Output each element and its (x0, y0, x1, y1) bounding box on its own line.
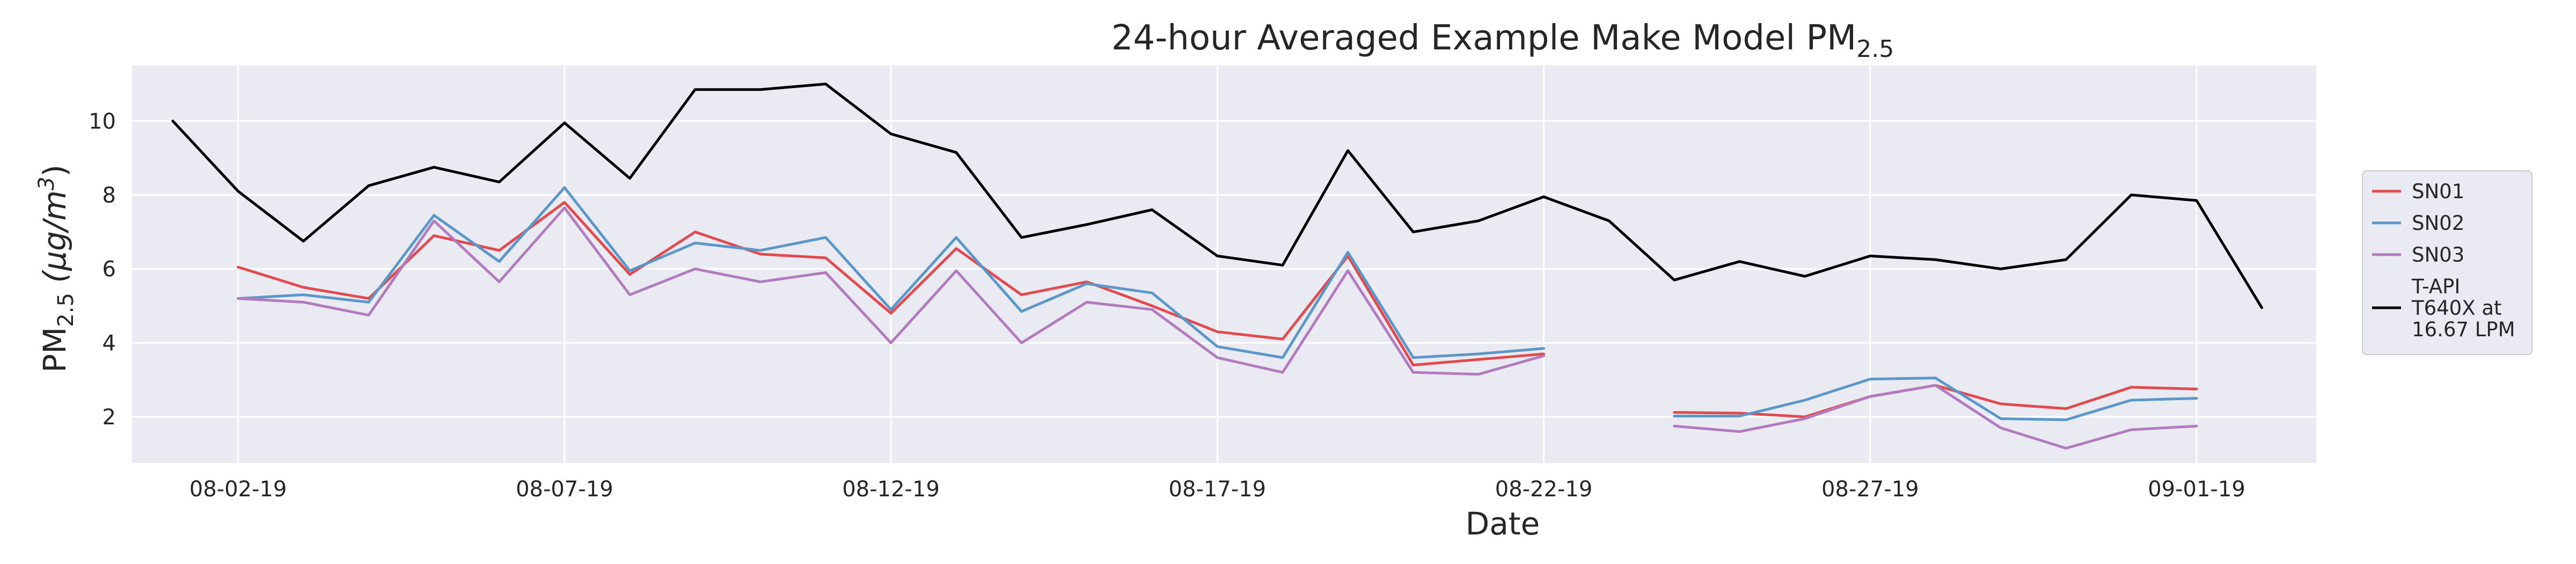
chart-title: 24-hour Averaged Example Make Model PM2.… (1111, 18, 1894, 63)
series-line-3 (171, 82, 2264, 309)
y-tick-label: 2 (103, 405, 116, 430)
y-axis-ticks: 2 4 6 8 10 (89, 109, 116, 430)
series-line-2 (237, 206, 2198, 450)
legend-entry-label: SN03 (2412, 243, 2464, 266)
y-tick-label: 10 (89, 109, 116, 134)
y-tick-label: 8 (103, 183, 116, 208)
series-lines (171, 82, 2264, 450)
x-tick-label: 08-22-19 (1495, 477, 1593, 502)
y-tick-label: 6 (103, 257, 116, 282)
x-axis-label: Date (1466, 505, 1540, 542)
series-line-1 (237, 186, 2198, 421)
x-tick-label: 08-17-19 (1169, 477, 1267, 502)
legend-entry-label: 16.67 LPM (2412, 318, 2515, 341)
legend-entry-label: SN01 (2412, 180, 2464, 203)
x-tick-label: 09-01-19 (2148, 477, 2245, 502)
x-axis-ticks: 08-02-19 08-07-19 08-12-19 08-17-19 08-22-19… (189, 477, 2245, 502)
plot-background (132, 66, 2316, 463)
x-tick-label: 08-02-19 (189, 477, 287, 502)
legend-entry-label: T-API (2411, 275, 2460, 298)
x-tick-label: 08-12-19 (842, 477, 940, 502)
legend-box (2362, 170, 2533, 355)
y-axis-label: PM2.5 (μg/m3) (34, 164, 78, 373)
legend-entry-label: T640X at (2411, 297, 2502, 320)
x-tick-label: 08-07-19 (516, 477, 613, 502)
grid (132, 66, 2316, 463)
x-tick-label: 08-27-19 (1821, 477, 1919, 502)
y-tick-label: 4 (103, 331, 116, 356)
legend-entry-label: SN02 (2412, 212, 2464, 235)
